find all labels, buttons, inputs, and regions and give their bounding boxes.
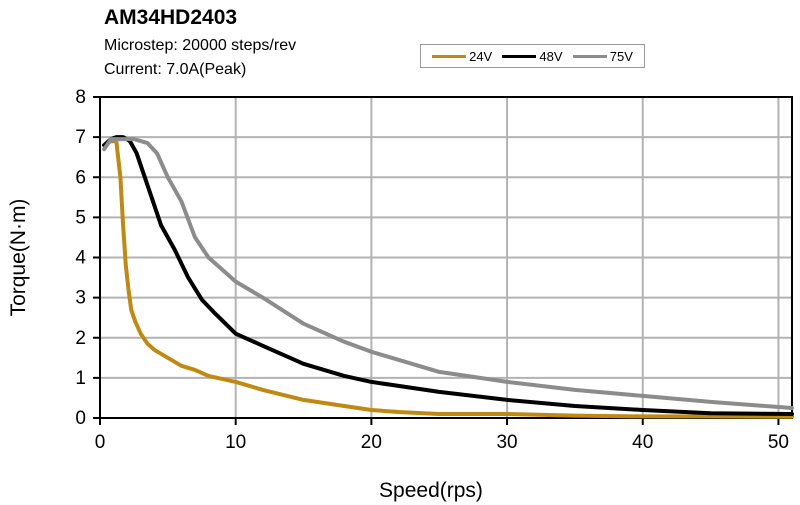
x-tick-label-50: 50: [768, 432, 789, 453]
chart-subtitle-current: Current: 7.0A(Peak): [104, 61, 247, 78]
x-tick-label-30: 30: [496, 432, 517, 453]
legend-label-75v: 75V: [609, 48, 633, 64]
y-tick-label-8: 8: [75, 87, 86, 108]
y-tick-label-6: 6: [75, 167, 86, 188]
legend-item-24v: 24V: [432, 49, 492, 64]
y-tick-label-5: 5: [75, 207, 86, 228]
y-tick-label-7: 7: [75, 127, 86, 148]
legend-label-48v: 48V: [539, 48, 563, 64]
series-line-24v: [102, 139, 794, 419]
series-line-75v: [102, 137, 794, 410]
x-axis-label: Speed(rps): [379, 479, 483, 502]
chart-title: AM34HD2403: [104, 6, 238, 29]
legend-label-24v: 24V: [469, 48, 493, 64]
legend-item-75v: 75V: [572, 48, 633, 64]
legend-swatch-75v: [572, 54, 607, 58]
legend-swatch-48v: [502, 54, 537, 58]
y-tick-label-1: 1: [75, 368, 86, 389]
x-tick-label-40: 40: [632, 432, 653, 453]
y-tick-label-4: 4: [75, 248, 86, 269]
y-tick-label-2: 2: [75, 328, 86, 349]
chart-legend: 24V 48V 75V: [420, 44, 645, 68]
legend-item-48v: 48V: [502, 48, 563, 64]
x-tick-label-10: 10: [225, 432, 246, 453]
x-tick-label-20: 20: [361, 432, 382, 453]
y-tick-label-3: 3: [75, 288, 86, 309]
legend-swatch-24v: [432, 54, 467, 58]
x-tick-label-0: 0: [95, 432, 106, 453]
chart-subtitle-microstep: Microstep: 20000 steps/rev: [104, 37, 297, 54]
y-tick-label-0: 0: [75, 408, 86, 429]
y-axis-label: Torque(N·m): [7, 199, 30, 317]
